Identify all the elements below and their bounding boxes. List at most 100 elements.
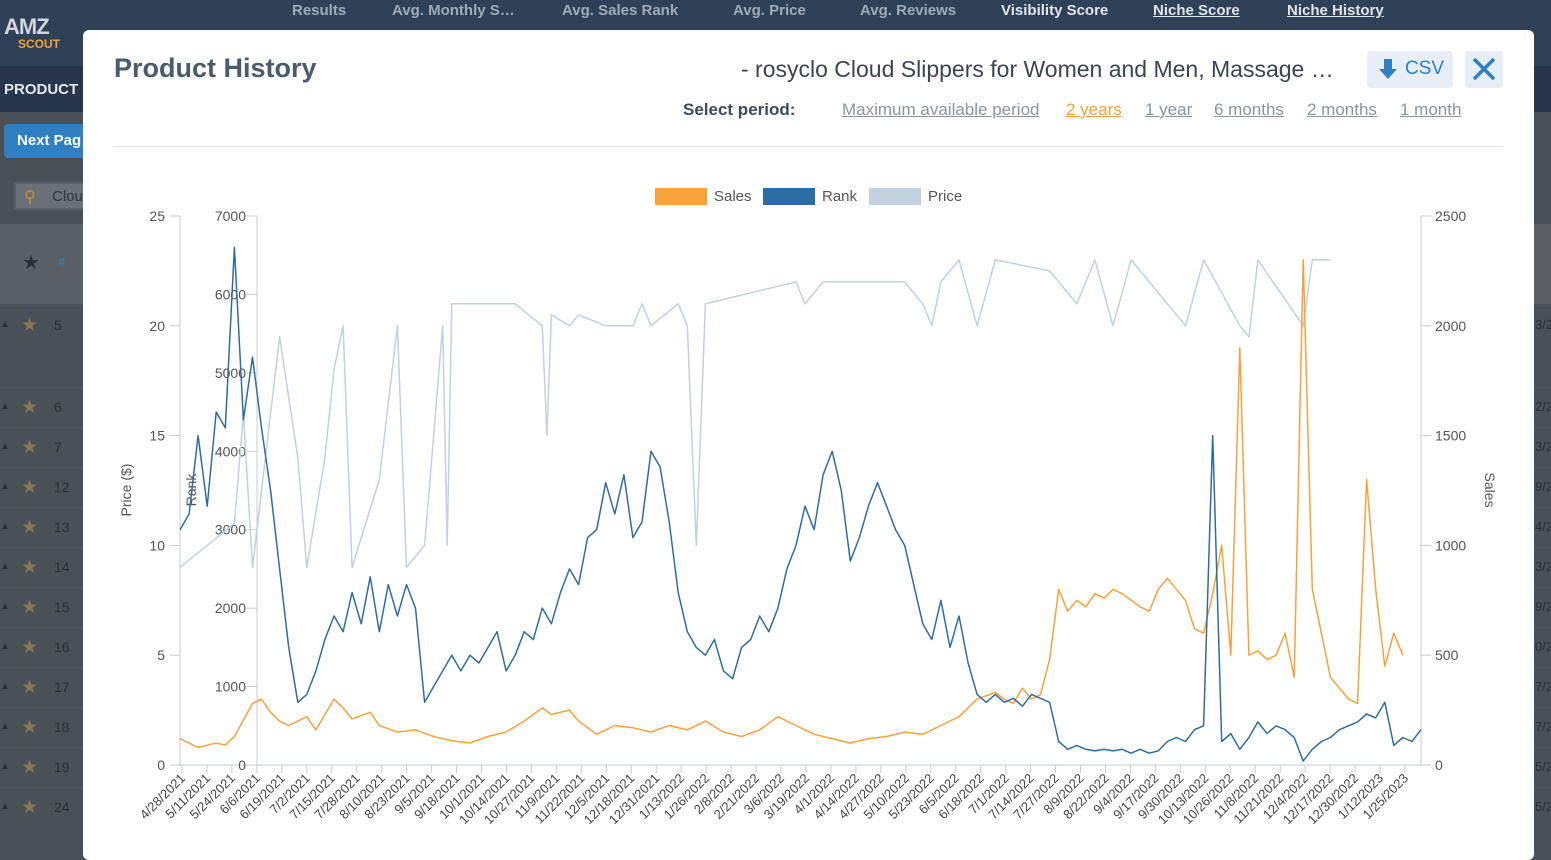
price-legend-label: Price <box>928 188 962 205</box>
sales-legend-swatch <box>655 188 707 205</box>
close-icon <box>1472 57 1496 81</box>
row-number: 5 <box>54 317 62 333</box>
period-1-month[interactable]: 1 month <box>1400 100 1462 119</box>
favorite-star-icon[interactable]: ★ <box>21 797 39 818</box>
favorite-star-icon[interactable]: ★ <box>21 677 39 698</box>
stat-results: Results <box>292 2 347 19</box>
rank-legend-label: Rank <box>822 188 858 205</box>
row-number: 7 <box>54 439 62 455</box>
favorite-star-icon[interactable]: ★ <box>21 437 39 458</box>
rank-tick-label: 4000 <box>215 443 246 459</box>
product-history-modal: Product History - rosyclo Cloud Slippers… <box>83 30 1534 860</box>
sales-tick-label: 500 <box>1435 647 1459 663</box>
search-box[interactable]: ⚲ Clou <box>14 182 94 210</box>
rank-tick-label: 0 <box>238 757 246 773</box>
next-page-button[interactable]: Next Pag <box>4 124 94 158</box>
amzscout-logo[interactable]: AMZ SCOUT <box>4 14 84 54</box>
stat-avg-sales-rank: Avg. Sales Rank <box>562 2 679 19</box>
favorite-star-icon[interactable]: ★ <box>21 315 39 336</box>
price-tick-label: 5 <box>157 647 165 663</box>
row-date: 7/2 <box>1535 719 1551 734</box>
expand-arrow-icon[interactable]: ▲ <box>0 681 10 692</box>
stat-avg-price: Avg. Price <box>733 2 806 19</box>
price-tick-label: 0 <box>157 757 165 773</box>
rank-tick-label: 6000 <box>215 286 246 302</box>
rank-axis-title: Rank <box>183 473 199 507</box>
expand-arrow-icon[interactable]: ▲ <box>0 761 10 772</box>
niche-history-link[interactable]: Niche History <box>1287 2 1384 19</box>
row-date: 3/2 <box>1535 559 1551 574</box>
expand-arrow-icon[interactable]: ▲ <box>0 481 10 492</box>
row-date: 9/2 <box>1535 479 1551 494</box>
row-date: 9/2 <box>1535 599 1551 614</box>
nav-product[interactable]: PRODUCT <box>4 81 79 98</box>
expand-arrow-icon[interactable]: ▲ <box>0 441 10 452</box>
row-date: 7/2 <box>1535 679 1551 694</box>
row-date: 5/2 <box>1535 759 1551 774</box>
row-number: 13 <box>54 519 70 535</box>
row-date: 0/2 <box>1535 639 1551 654</box>
period-2-years[interactable]: 2 years <box>1066 100 1122 119</box>
favorite-star-icon[interactable]: ★ <box>21 597 39 618</box>
row-number: 15 <box>54 599 70 615</box>
period-maximum[interactable]: Maximum available period <box>842 100 1040 119</box>
rank-tick-label: 5000 <box>215 365 246 381</box>
expand-arrow-icon[interactable]: ▲ <box>0 319 10 330</box>
history-chart: 0510152025010002000300040005000600070000… <box>118 188 1498 827</box>
logo-subtext: SCOUT <box>18 37 60 51</box>
rank-legend-swatch <box>763 188 815 205</box>
favorite-star-icon[interactable]: ★ <box>21 477 39 498</box>
hash-column-header[interactable]: # <box>58 254 66 269</box>
expand-arrow-icon[interactable]: ▲ <box>0 801 10 812</box>
sales-tick-label: 2000 <box>1435 318 1466 334</box>
favorite-star-icon[interactable]: ★ <box>21 757 39 778</box>
expand-arrow-icon[interactable]: ▲ <box>0 401 10 412</box>
price-series-line <box>179 259 1331 569</box>
sales-tick-label: 0 <box>1435 757 1443 773</box>
modal-title: Product History <box>114 53 317 83</box>
favorite-star-icon[interactable]: ★ <box>21 717 39 738</box>
search-input[interactable]: Clou <box>52 188 83 205</box>
row-number: 6 <box>54 399 62 415</box>
rank-tick-label: 1000 <box>215 679 246 695</box>
price-tick-label: 15 <box>149 428 165 444</box>
expand-arrow-icon[interactable]: ▲ <box>0 561 10 572</box>
stat-avg-reviews: Avg. Reviews <box>860 2 957 19</box>
favorite-star-icon[interactable]: ★ <box>21 517 39 538</box>
period-6-months[interactable]: 6 months <box>1214 100 1284 119</box>
csv-download-button[interactable]: CSV <box>1367 51 1453 88</box>
sales-tick-label: 1000 <box>1435 537 1466 553</box>
sales-axis-title: Sales <box>1482 472 1498 507</box>
stat-avg-monthly-sales: Avg. Monthly S… <box>392 2 515 19</box>
rank-tick-label: 2000 <box>215 600 246 616</box>
sales-series-line <box>179 259 1404 749</box>
expand-arrow-icon[interactable]: ▲ <box>0 721 10 732</box>
expand-arrow-icon[interactable]: ▲ <box>0 521 10 532</box>
favorite-star-icon[interactable]: ★ <box>21 397 39 418</box>
select-period-label: Select period: <box>683 100 796 119</box>
niche-score-link[interactable]: Niche Score <box>1153 2 1240 19</box>
row-number: 18 <box>54 719 70 735</box>
price-legend-swatch <box>869 188 921 205</box>
row-number: 16 <box>54 639 70 655</box>
logo-text: AMZ <box>4 14 50 39</box>
row-number: 14 <box>54 559 70 575</box>
price-tick-label: 20 <box>149 318 165 334</box>
row-date: 3/2 <box>1535 317 1551 332</box>
favorite-star-icon[interactable]: ★ <box>21 557 39 578</box>
period-1-year[interactable]: 1 year <box>1145 100 1193 119</box>
row-date: 3/2 <box>1535 439 1551 454</box>
favorite-star-icon[interactable]: ★ <box>21 637 39 658</box>
sales-legend-label: Sales <box>714 188 752 205</box>
expand-arrow-icon[interactable]: ▲ <box>0 601 10 612</box>
expand-arrow-icon[interactable]: ▲ <box>0 641 10 652</box>
row-number: 17 <box>54 679 70 695</box>
sales-tick-label: 1500 <box>1435 428 1466 444</box>
star-column-icon[interactable]: ★ <box>22 252 40 274</box>
price-axis-title: Price ($) <box>118 464 134 517</box>
close-button[interactable] <box>1465 51 1503 88</box>
period-2-months[interactable]: 2 months <box>1307 100 1377 119</box>
modal-divider <box>114 146 1503 147</box>
stat-visibility-score: Visibility Score <box>1001 2 1109 19</box>
row-date: 2/2 <box>1535 399 1551 414</box>
